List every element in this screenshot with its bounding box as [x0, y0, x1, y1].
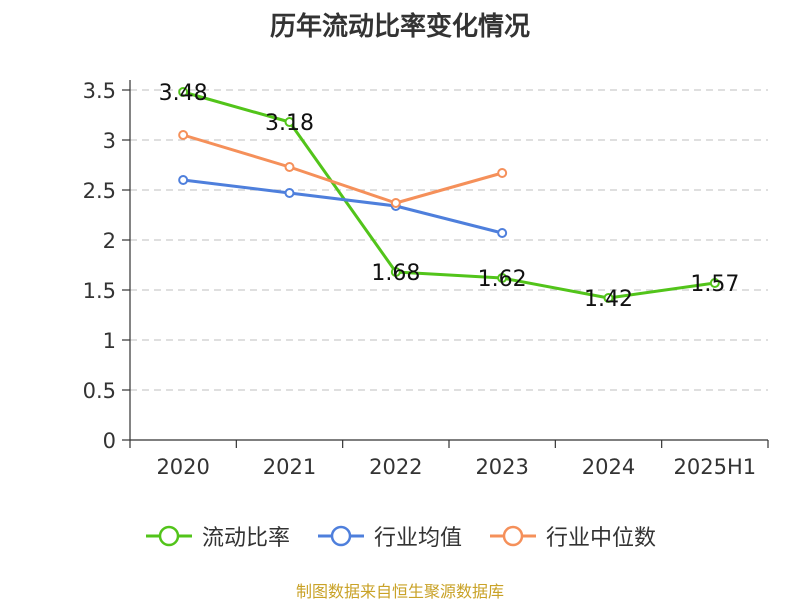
x-tick-label: 2024 [582, 455, 635, 479]
data-point [497, 168, 508, 178]
y-tick-label: 2 [103, 229, 116, 253]
data-label: 3.18 [265, 111, 314, 136]
legend-item[interactable]: 行业均值 [316, 520, 462, 552]
data-point [497, 228, 508, 238]
data-point [284, 162, 295, 172]
legend-label: 行业中位数 [546, 526, 657, 551]
series-line-2 [182, 133, 503, 205]
y-tick-label: 0 [103, 429, 116, 453]
data-label: 3.48 [159, 81, 208, 106]
legend-item[interactable]: 行业中位数 [488, 520, 656, 552]
data-point [284, 188, 295, 198]
y-tick-label: 3 [103, 129, 116, 153]
y-tick-label: 3.5 [83, 79, 116, 103]
legend-symbol [145, 525, 192, 547]
legend: 流动比率 行业均值 行业中位数 [0, 520, 800, 552]
data-point [390, 267, 401, 277]
legend-label: 行业均值 [373, 526, 462, 551]
y-tick-label: 1 [103, 329, 116, 353]
y-tick-label: 1.5 [83, 279, 116, 303]
data-point [497, 273, 508, 283]
data-label: 1.42 [584, 287, 633, 312]
legend-marker [502, 525, 524, 547]
data-point [178, 130, 189, 140]
chart-title: 历年流动比率变化情况 [269, 12, 530, 42]
data-point [284, 117, 295, 127]
x-tick-label: 2025H1 [674, 455, 757, 479]
legend-label: 流动比率 [201, 526, 290, 551]
series-layer [178, 87, 720, 303]
data-label: 1.62 [478, 267, 527, 292]
legend-symbol [490, 525, 536, 547]
x-tick-label: 2021 [263, 455, 316, 479]
x-tick-label: 2020 [156, 455, 209, 479]
y-tick-label: 0.5 [83, 379, 116, 403]
data-point [390, 198, 401, 208]
x-tick-label: 2023 [475, 455, 528, 479]
legend-marker [330, 525, 352, 547]
series-line-0 [182, 90, 716, 300]
data-label: 1.57 [690, 272, 739, 297]
legend-symbol [317, 525, 364, 547]
data-point [603, 293, 614, 303]
data-point [709, 278, 720, 288]
source-note: 制图数据来自恒生聚源数据库 [295, 582, 504, 601]
y-tick-label: 2.5 [83, 179, 116, 203]
data-point [178, 175, 189, 185]
data-point [178, 87, 189, 97]
series-line-1 [182, 178, 503, 235]
legend-marker [158, 525, 180, 547]
grid-layer [130, 89, 768, 391]
data-label: 1.68 [371, 261, 420, 286]
label-layer: 3.48 3.18 1.68 1.62 1.42 1.57 [159, 81, 740, 312]
legend-item[interactable]: 流动比率 [144, 520, 290, 552]
axis-layer: 0 0.5 1 1.5 2 2.5 3 3.5 2020 2021 2022 2023 2024 2025… [83, 79, 769, 479]
x-tick-label: 2022 [369, 455, 422, 479]
